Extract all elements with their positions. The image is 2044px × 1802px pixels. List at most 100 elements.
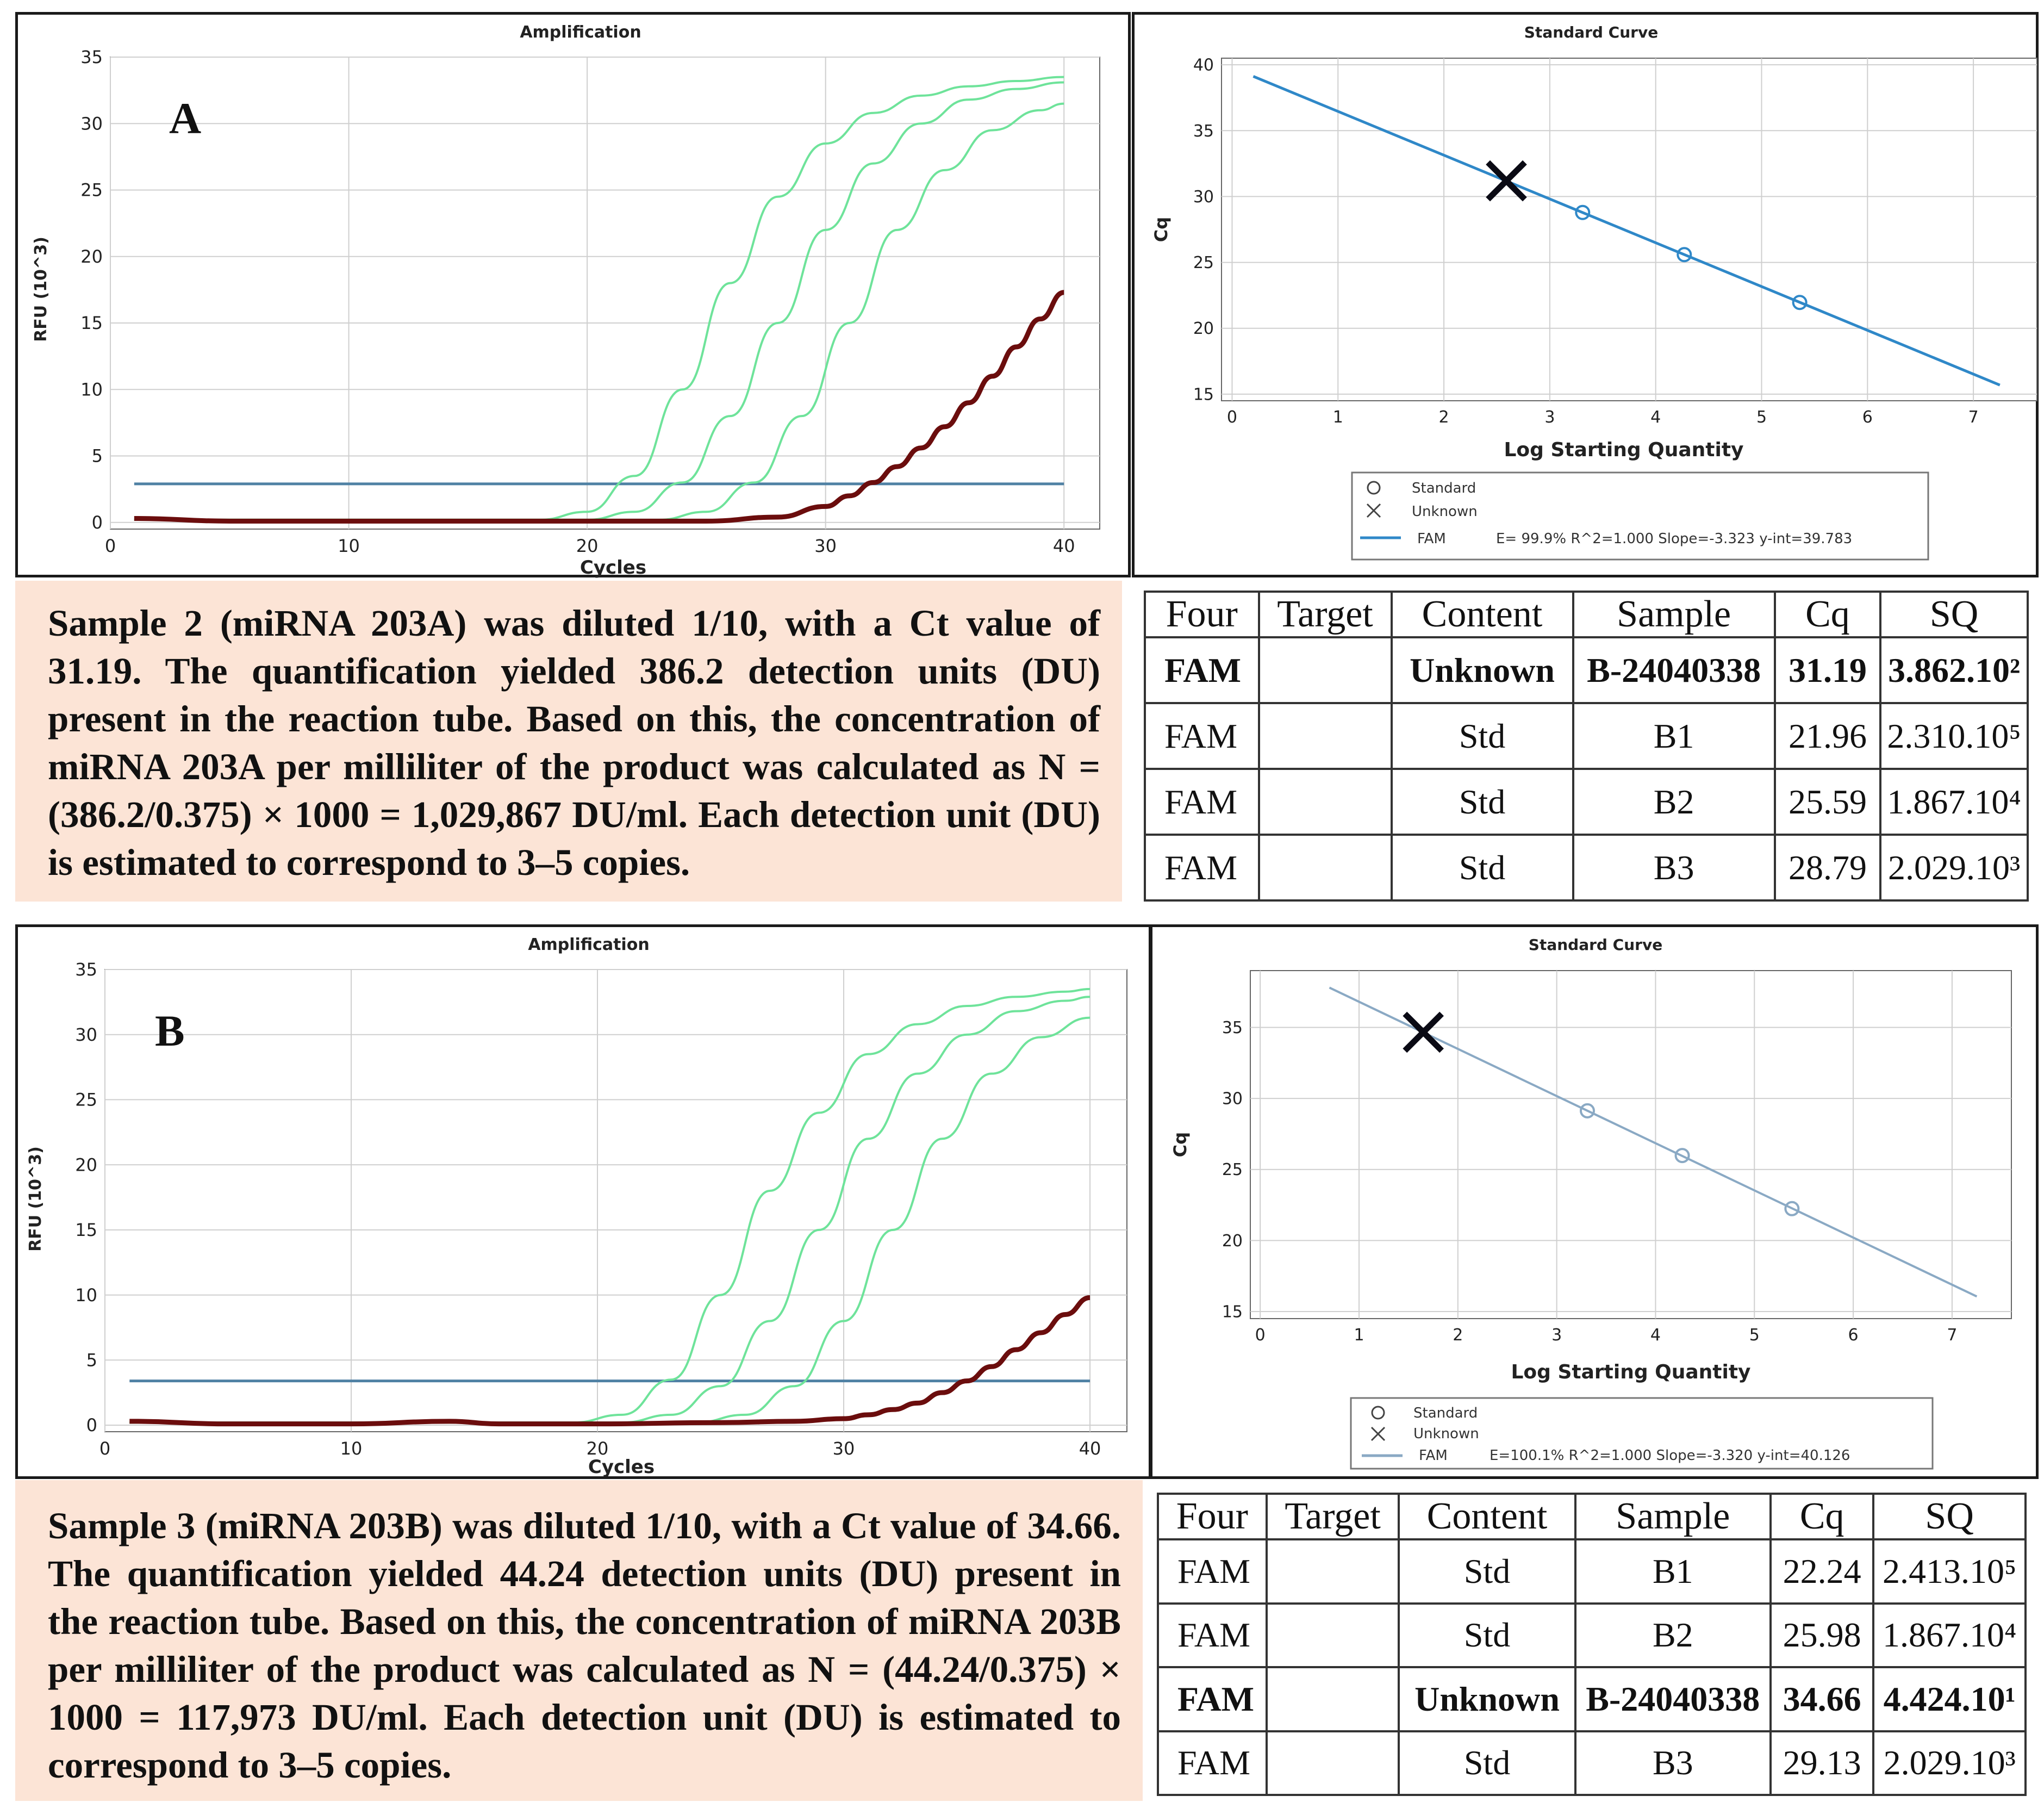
amp-grid-b xyxy=(104,969,1127,1432)
cell-four: FAM xyxy=(1157,1602,1268,1668)
table-row: FAM Std B2 25.98 1.867.10⁴ xyxy=(1157,1602,2027,1668)
cell-sq: 1.867.10⁴ xyxy=(1872,1602,2027,1668)
std-fit-line-b xyxy=(1329,986,1978,1298)
cell-sq: 1.867.10⁴ xyxy=(1879,768,2029,836)
y-tick-label: 35 xyxy=(80,47,103,67)
std-ylabel-a: Cq xyxy=(1151,217,1171,242)
amp-curves-b xyxy=(129,987,1090,1427)
col-sq: SQ xyxy=(1872,1493,2027,1540)
table-row: FAM Std B3 28.79 2.029.10³ xyxy=(1144,834,2029,902)
legend-unknown-icon-b xyxy=(1370,1426,1386,1441)
y-tick-label: 30 xyxy=(75,1024,97,1045)
description-a: Sample 2 (miRNA 203A) was diluted 1/10, … xyxy=(15,581,1122,902)
x-tick-label: 0 xyxy=(99,1438,110,1459)
amplification-svg-a: Amplification 0 5 10 15 20 25 30 35 0 10 20 30 40 A… xyxy=(32,23,1100,579)
y-tick-label: 30 xyxy=(1193,188,1214,207)
cell-four: FAM xyxy=(1144,636,1260,704)
col-target: Target xyxy=(1257,591,1393,638)
cell-sq: 2.029.10³ xyxy=(1879,834,2029,902)
legend-standard-label-b: Standard xyxy=(1413,1405,1478,1421)
cell-cq: 34.66 xyxy=(1769,1666,1875,1732)
std-grid-b xyxy=(1250,971,2011,1319)
x-tick-label: 1 xyxy=(1354,1326,1364,1345)
plot-area-a: 0 5 10 15 20 25 30 35 0 10 20 30 40 xyxy=(80,47,1100,556)
y-tick-label: 30 xyxy=(1222,1090,1243,1109)
col-content: Content xyxy=(1398,1493,1576,1540)
cell-sample: B-24040338 xyxy=(1574,1666,1772,1732)
y-tick-label: 20 xyxy=(1222,1232,1243,1251)
description-b: Sample 3 (miRNA 203B) was diluted 1/10, … xyxy=(15,1480,1143,1801)
std-xticks-b: 0 1 2 3 4 5 6 7 xyxy=(1255,1326,1958,1345)
x-tick-label: 20 xyxy=(587,1438,609,1459)
cell-content: Unknown xyxy=(1398,1666,1576,1732)
amp-ylabel-a: RFU (10^3) xyxy=(32,237,51,342)
std-plot-frame-b xyxy=(1250,970,2012,1319)
amplification-svg-b: Amplification 0 5 10 15 20 25 30 35 0 10 20 30 40 B… xyxy=(26,935,1127,1478)
x-tick-label: 4 xyxy=(1650,408,1661,427)
col-content: Content xyxy=(1390,591,1574,638)
legend-fam-label-a: FAM xyxy=(1417,531,1446,547)
col-sample: Sample xyxy=(1572,591,1776,638)
x-tick-label: 6 xyxy=(1862,408,1873,427)
standard-point xyxy=(1580,1103,1595,1119)
std-xlabel-b: Log Starting Quantity xyxy=(1511,1361,1750,1383)
y-tick-label: 20 xyxy=(1193,319,1214,338)
y-tick-label: 15 xyxy=(75,1220,97,1240)
amp-title-a: Amplification xyxy=(520,23,641,42)
x-tick-label: 2 xyxy=(1453,1326,1463,1345)
std-points-a xyxy=(1486,160,1808,310)
amp-xlabel-a: Cycles xyxy=(580,557,646,579)
x-tick-label: 0 xyxy=(1255,1326,1266,1345)
standard-point xyxy=(1674,1148,1690,1164)
col-sample: Sample xyxy=(1574,1493,1772,1540)
std-grid-a xyxy=(1222,58,2037,401)
legend-frame-b xyxy=(1350,1397,1934,1470)
cell-cq: 31.19 xyxy=(1773,636,1882,704)
legend-unknown-icon-a xyxy=(1366,503,1381,518)
std-points-b xyxy=(1403,1011,1800,1216)
y-tick-label: 35 xyxy=(1222,1018,1243,1037)
table-row: FAM Std B1 21.96 2.310.10⁵ xyxy=(1144,702,2029,770)
legend-standard-label-a: Standard xyxy=(1412,480,1476,496)
y-tick-label: 15 xyxy=(1193,385,1214,404)
legend-fam-label-b: FAM xyxy=(1419,1447,1448,1464)
cell-four: FAM xyxy=(1144,768,1260,836)
cell-target xyxy=(1257,636,1393,704)
y-tick-label: 20 xyxy=(75,1154,97,1175)
std-ylabel-b: Cq xyxy=(1170,1132,1191,1157)
std-xlabel-a: Log Starting Quantity xyxy=(1504,439,1743,461)
legend-unknown-label-b: Unknown xyxy=(1413,1426,1479,1442)
y-tick-label: 0 xyxy=(86,1415,97,1436)
amp-yticks-b: 0 5 10 15 20 25 30 35 xyxy=(75,959,97,1436)
amp-yticks-a: 0 5 10 15 20 25 30 35 xyxy=(80,47,103,533)
cell-cq: 25.59 xyxy=(1773,768,1882,836)
cell-four: FAM xyxy=(1157,1666,1268,1732)
amp-title-b: Amplification xyxy=(528,935,649,954)
col-four: Four xyxy=(1157,1493,1268,1540)
cell-sample: B3 xyxy=(1572,834,1776,902)
standard-point xyxy=(1575,204,1591,220)
description-text-b: Sample 3 (miRNA 203B) was diluted 1/10, … xyxy=(48,1505,1121,1786)
y-tick-label: 30 xyxy=(80,113,103,134)
unknown-point xyxy=(1486,160,1527,202)
y-tick-label: 15 xyxy=(1222,1302,1243,1321)
x-tick-label: 3 xyxy=(1551,1326,1562,1345)
cell-target xyxy=(1265,1602,1400,1668)
x-tick-label: 5 xyxy=(1749,1326,1760,1345)
results-table-b: Four Target Content Sample Cq SQ FAM Std… xyxy=(1157,1493,2027,1796)
cell-cq: 25.98 xyxy=(1769,1602,1875,1668)
x-tick-label: 2 xyxy=(1439,408,1449,427)
cell-four: FAM xyxy=(1157,1538,1268,1605)
cell-cq: 29.13 xyxy=(1769,1730,1875,1796)
cell-content: Std xyxy=(1398,1730,1576,1796)
legend-stats-a: E= 99.9% R^2=1.000 Slope=-3.323 y-int=39… xyxy=(1496,531,1852,547)
standard-curve-svg-b: Standard Curve 15 20 25 30 35 0 1 2 3 4 5 6 7 Cq Lo… xyxy=(1170,936,2012,1470)
y-tick-label: 40 xyxy=(1193,56,1214,75)
cell-four: FAM xyxy=(1144,834,1260,902)
std-title-b: Standard Curve xyxy=(1529,936,1662,954)
x-tick-label: 10 xyxy=(338,536,360,556)
x-tick-label: 7 xyxy=(1947,1326,1957,1345)
unknown-point xyxy=(1403,1011,1444,1053)
